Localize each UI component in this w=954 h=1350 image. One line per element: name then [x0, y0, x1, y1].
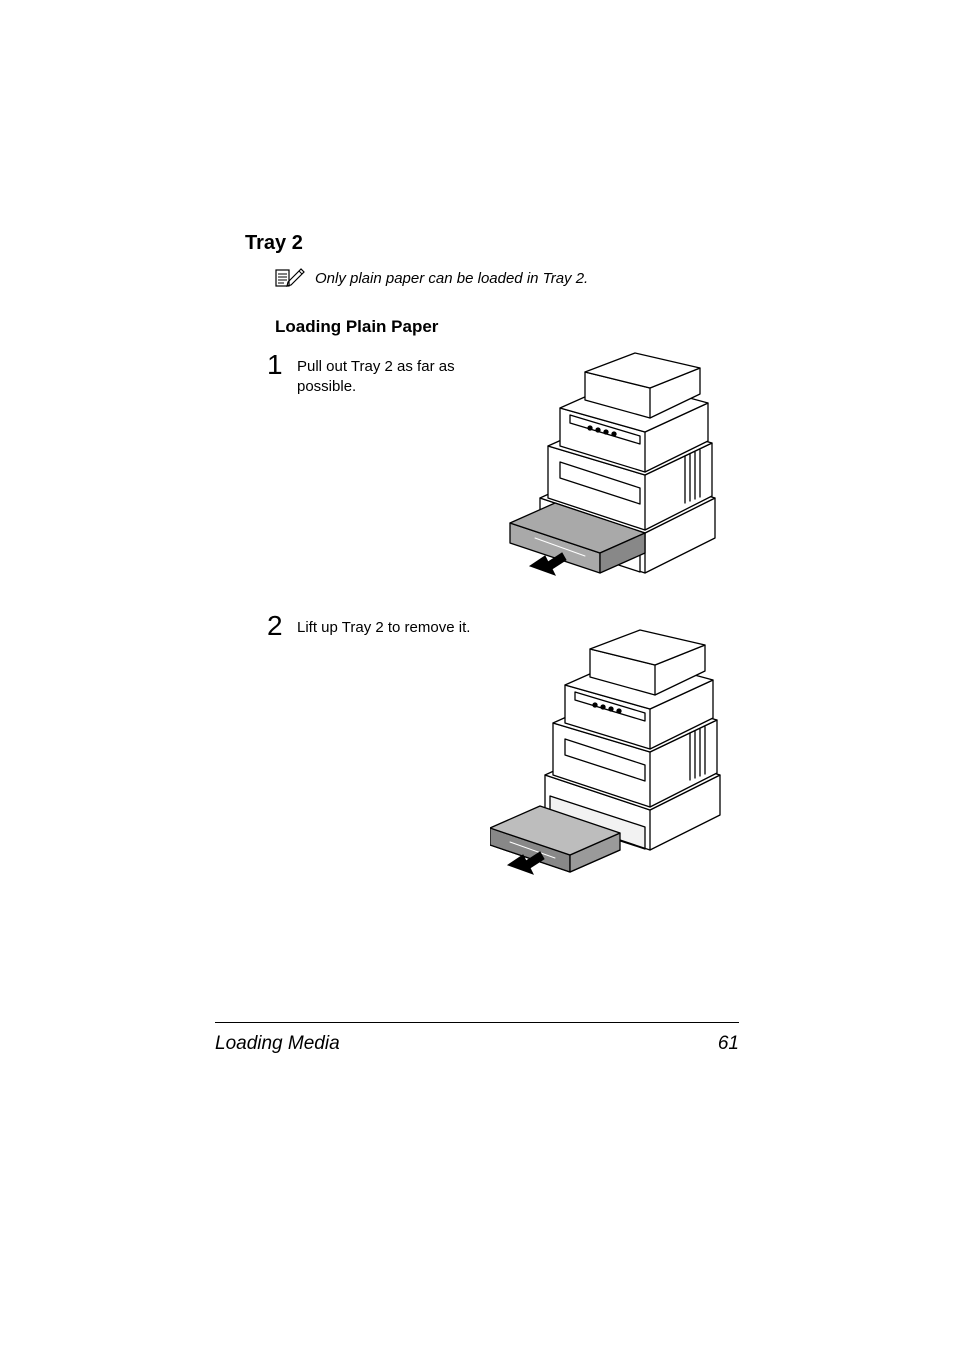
figure-printer-tray-removed — [490, 620, 740, 880]
handwriting-note-icon — [275, 267, 305, 289]
footer-page-number: 61 — [718, 1033, 739, 1055]
step-1-number: 1 — [267, 351, 287, 379]
step-2-number: 2 — [267, 612, 287, 640]
page: Tray 2 Only plain paper can be loaded in… — [0, 0, 954, 1350]
footer-section-title: Loading Media — [215, 1033, 340, 1055]
step-2-text: Lift up Tray 2 to remove it. — [297, 612, 470, 638]
page-footer: Loading Media 61 — [215, 1022, 739, 1055]
subheading-loading-plain-paper: Loading Plain Paper — [275, 317, 740, 337]
footer-rule — [215, 1022, 739, 1023]
step-1-text: Pull out Tray 2 as far as possible. — [297, 351, 507, 398]
note-text: Only plain paper can be loaded in Tray 2… — [315, 270, 588, 287]
note-row: Only plain paper can be loaded in Tray 2… — [275, 267, 740, 289]
figure-printer-tray-pulled — [490, 338, 740, 588]
heading-tray2: Tray 2 — [245, 232, 740, 255]
footer-row: Loading Media 61 — [215, 1033, 739, 1055]
